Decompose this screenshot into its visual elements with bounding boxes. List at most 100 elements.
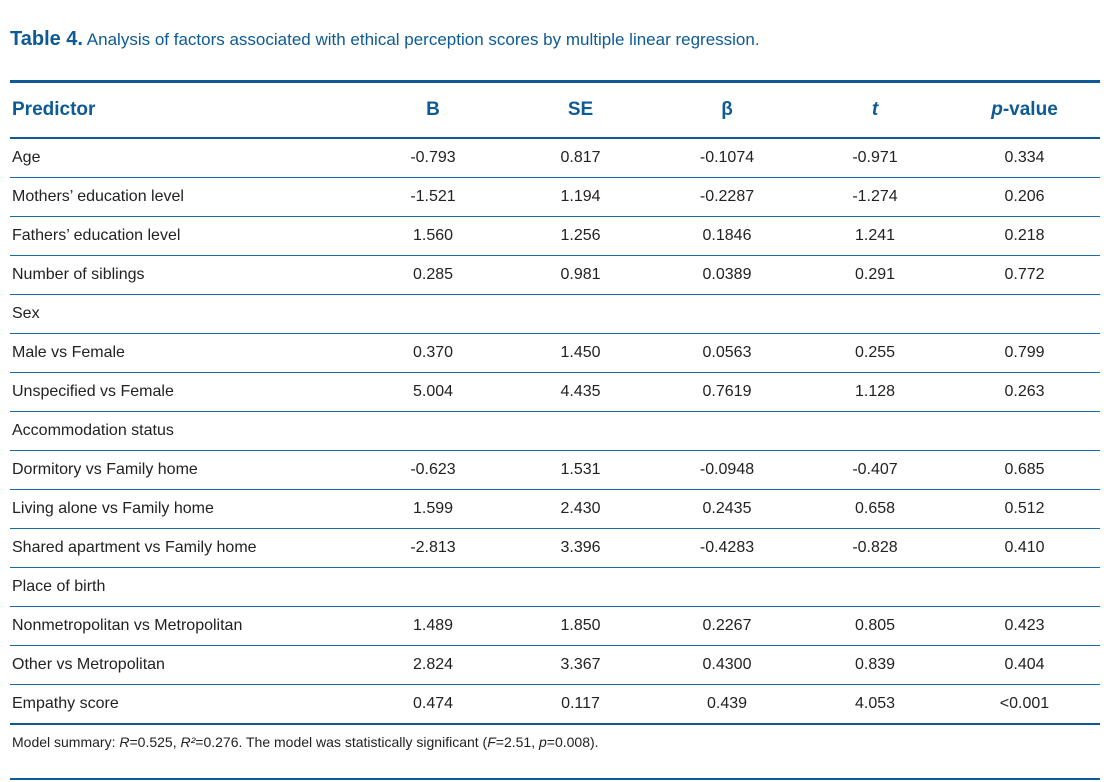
cell-beta: 0.0563 (653, 333, 801, 373)
cell-beta: 0.0389 (653, 255, 801, 295)
cell-predictor: Fathers’ education level (10, 216, 358, 256)
table-row: Accommodation status (10, 411, 1100, 451)
cell-p-value: 0.206 (949, 177, 1100, 217)
model-summary-note: Model summary: R=0.525, R²=0.276. The mo… (12, 734, 599, 750)
header-b: B (358, 83, 508, 139)
cell-predictor: Empathy score (10, 684, 358, 725)
cell-se: 0.817 (508, 138, 653, 178)
note-p-value: =0.008). (546, 734, 599, 750)
cell-b: -0.623 (358, 450, 508, 490)
cell-beta (653, 411, 801, 451)
header-p-value: p-value (949, 83, 1100, 139)
cell-t: 0.255 (801, 333, 949, 373)
cell-p-value (949, 294, 1100, 334)
cell-beta: -0.0948 (653, 450, 801, 490)
cell-t (801, 411, 949, 451)
cell-predictor: Mothers’ education level (10, 177, 358, 217)
header-beta: β (653, 83, 801, 139)
cell-beta: 0.2435 (653, 489, 801, 529)
cell-t (801, 567, 949, 607)
table-row: Male vs Female 0.370 1.450 0.0563 0.255 0.799 (10, 333, 1100, 373)
cell-t: 0.658 (801, 489, 949, 529)
cell-t (801, 294, 949, 334)
cell-predictor: Age (10, 138, 358, 178)
cell-p-value: 0.218 (949, 216, 1100, 256)
cell-t: 4.053 (801, 684, 949, 725)
cell-b: 1.560 (358, 216, 508, 256)
cell-p-value (949, 567, 1100, 607)
cell-beta: 0.7619 (653, 372, 801, 412)
table-row: Shared apartment vs Family home -2.813 3.3… (10, 528, 1100, 568)
cell-b (358, 567, 508, 607)
table-row: Nonmetropolitan vs Metropolitan 1.489 1.85… (10, 606, 1100, 646)
header-predictor: Predictor (10, 83, 358, 139)
table-row: Mothers’ education level -1.521 1.194 -0.22… (10, 177, 1100, 217)
header-t: t (801, 83, 949, 139)
cell-b: -2.813 (358, 528, 508, 568)
table-row: Fathers’ education level 1.560 1.256 0.1846… (10, 216, 1100, 256)
cell-b: 0.285 (358, 255, 508, 295)
cell-t: 0.291 (801, 255, 949, 295)
note-r2-symbol: R² (180, 734, 196, 750)
table-caption: Table 4. Analysis of factors associated … (10, 28, 760, 51)
cell-b (358, 411, 508, 451)
cell-b: 2.824 (358, 645, 508, 685)
cell-p-value: 0.410 (949, 528, 1100, 568)
note-r2-value: =0.276. The model was statistically sign… (195, 734, 488, 750)
cell-predictor: Shared apartment vs Family home (10, 528, 358, 568)
cell-b: 0.370 (358, 333, 508, 373)
cell-se: 1.256 (508, 216, 653, 256)
table-row: Unspecified vs Female 5.004 4.435 0.7619 1.1… (10, 372, 1100, 412)
cell-b: -1.521 (358, 177, 508, 217)
table-header-row: Predictor B SE β t p-value (10, 83, 1100, 139)
table-row: Dormitory vs Family home -0.623 1.531 -0.09… (10, 450, 1100, 490)
table-row: Age -0.793 0.817 -0.1074 -0.971 0.334 (10, 138, 1100, 178)
cell-se: 3.396 (508, 528, 653, 568)
cell-predictor: Unspecified vs Female (10, 372, 358, 412)
cell-se: 2.430 (508, 489, 653, 529)
cell-predictor: Dormitory vs Family home (10, 450, 358, 490)
cell-p-value: <0.001 (949, 684, 1100, 725)
table-top-rule (10, 80, 1100, 83)
header-se: SE (508, 83, 653, 139)
cell-se: 3.367 (508, 645, 653, 685)
table-row: Living alone vs Family home 1.599 2.430 0.2… (10, 489, 1100, 529)
cell-t: 1.241 (801, 216, 949, 256)
cell-t: -0.407 (801, 450, 949, 490)
regression-table-container: Predictor B SE β t p-value Age -0.793 0.81… (10, 80, 1100, 725)
header-p-italic: p (991, 99, 1003, 120)
cell-t: -0.828 (801, 528, 949, 568)
caption-label: Table 4. (10, 28, 83, 50)
cell-predictor: Living alone vs Family home (10, 489, 358, 529)
note-r-value: =0.525, (129, 734, 181, 750)
cell-t: 0.839 (801, 645, 949, 685)
cell-se: 1.531 (508, 450, 653, 490)
note-p-symbol: p (538, 734, 547, 750)
cell-predictor: Number of siblings (10, 255, 358, 295)
cell-p-value: 0.263 (949, 372, 1100, 412)
cell-t: 0.805 (801, 606, 949, 646)
table-bottom-rule (10, 778, 1100, 780)
note-f-symbol: F (487, 734, 496, 750)
cell-t: -1.274 (801, 177, 949, 217)
cell-beta: -0.1074 (653, 138, 801, 178)
cell-t: 1.128 (801, 372, 949, 412)
table-body: Age -0.793 0.817 -0.1074 -0.971 0.334 Mothers’… (10, 138, 1100, 725)
cell-p-value: 0.799 (949, 333, 1100, 373)
header-p-rest: -value (1002, 99, 1058, 120)
cell-b: -0.793 (358, 138, 508, 178)
cell-p-value: 0.334 (949, 138, 1100, 178)
cell-beta: -0.2287 (653, 177, 801, 217)
cell-b: 5.004 (358, 372, 508, 412)
cell-t: -0.971 (801, 138, 949, 178)
cell-predictor: Sex (10, 294, 358, 334)
cell-se: 0.981 (508, 255, 653, 295)
table-row: Empathy score 0.474 0.117 0.439 4.053 <0.001 (10, 684, 1100, 725)
cell-predictor: Male vs Female (10, 333, 358, 373)
note-r-symbol: R (119, 734, 130, 750)
cell-beta (653, 567, 801, 607)
cell-se: 1.194 (508, 177, 653, 217)
cell-se: 1.850 (508, 606, 653, 646)
table-row: Sex (10, 294, 1100, 334)
cell-se (508, 411, 653, 451)
